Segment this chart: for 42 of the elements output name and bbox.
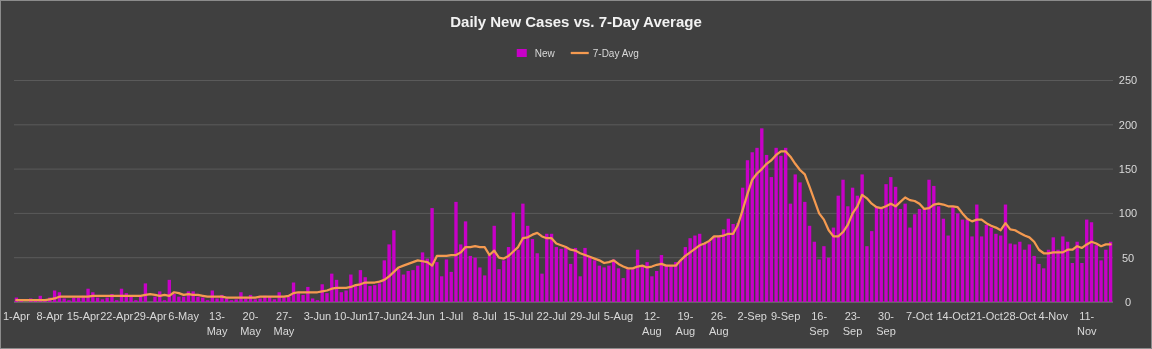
x-tick-label: 3-Jun xyxy=(303,310,332,322)
x-tick-label: 19-Aug xyxy=(675,310,696,337)
x-tick-label: 22-Jul xyxy=(536,310,567,322)
legend-label: 7-Day Avg xyxy=(592,47,639,59)
legend-label: New xyxy=(534,47,556,59)
chart-title: Daily New Cases vs. 7-Day Average xyxy=(450,13,702,30)
x-tick-label: 15-Apr xyxy=(66,310,101,322)
x-tick-label: 1-Jul xyxy=(439,310,464,322)
x-tick-label: 11-Nov xyxy=(1076,310,1097,337)
y-tick-label: 0 xyxy=(1124,295,1132,308)
x-tick-label: 9-Sep xyxy=(771,310,801,322)
x-tick-label: 28-Oct xyxy=(1003,310,1037,322)
y-tick-label: 200 xyxy=(1118,118,1138,131)
x-tick-label: 7-Oct xyxy=(906,310,933,322)
x-tick-label: 2-Sep xyxy=(737,310,767,322)
y-tick-label: 50 xyxy=(1121,251,1135,264)
x-tick-label: 27-May xyxy=(273,310,295,337)
x-tick-label: 20-May xyxy=(240,310,262,337)
y-tick-label: 100 xyxy=(1118,207,1138,220)
y-tick-label: 150 xyxy=(1118,162,1138,175)
x-tick-label: 8-Apr xyxy=(36,310,64,322)
x-tick-label: 5-Aug xyxy=(603,310,634,322)
x-tick-label: 16-Sep xyxy=(809,310,829,337)
x-tick-label: 26-Aug xyxy=(709,310,729,337)
x-tick-label: 30-Sep xyxy=(876,310,896,337)
x-tick-label: 13-May xyxy=(206,310,228,337)
y-tick-label: 250 xyxy=(1118,74,1138,87)
x-tick-label: 4-Nov xyxy=(1038,310,1069,322)
x-tick-label: 17-Jun xyxy=(367,310,402,322)
x-tick-label: 14-Oct xyxy=(936,310,970,322)
x-tick-label: 24-Jun xyxy=(400,310,435,322)
x-tick-label: 10-Jun xyxy=(334,310,368,322)
x-tick-label: 1-Apr xyxy=(2,310,31,322)
x-tick-label: 8-Jul xyxy=(472,310,497,322)
x-tick-label: 22-Apr xyxy=(100,310,134,322)
x-tick-label: 29-Apr xyxy=(133,310,168,322)
x-tick-label: 21-Oct xyxy=(969,310,1003,322)
x-tick-label: 23-Sep xyxy=(842,310,863,337)
x-tick-label: 15-Jul xyxy=(503,310,534,322)
x-tick-label: 6-May xyxy=(168,310,200,322)
x-tick-label: 29-Jul xyxy=(570,310,600,322)
x-tick-label: 12-Aug xyxy=(642,310,662,337)
